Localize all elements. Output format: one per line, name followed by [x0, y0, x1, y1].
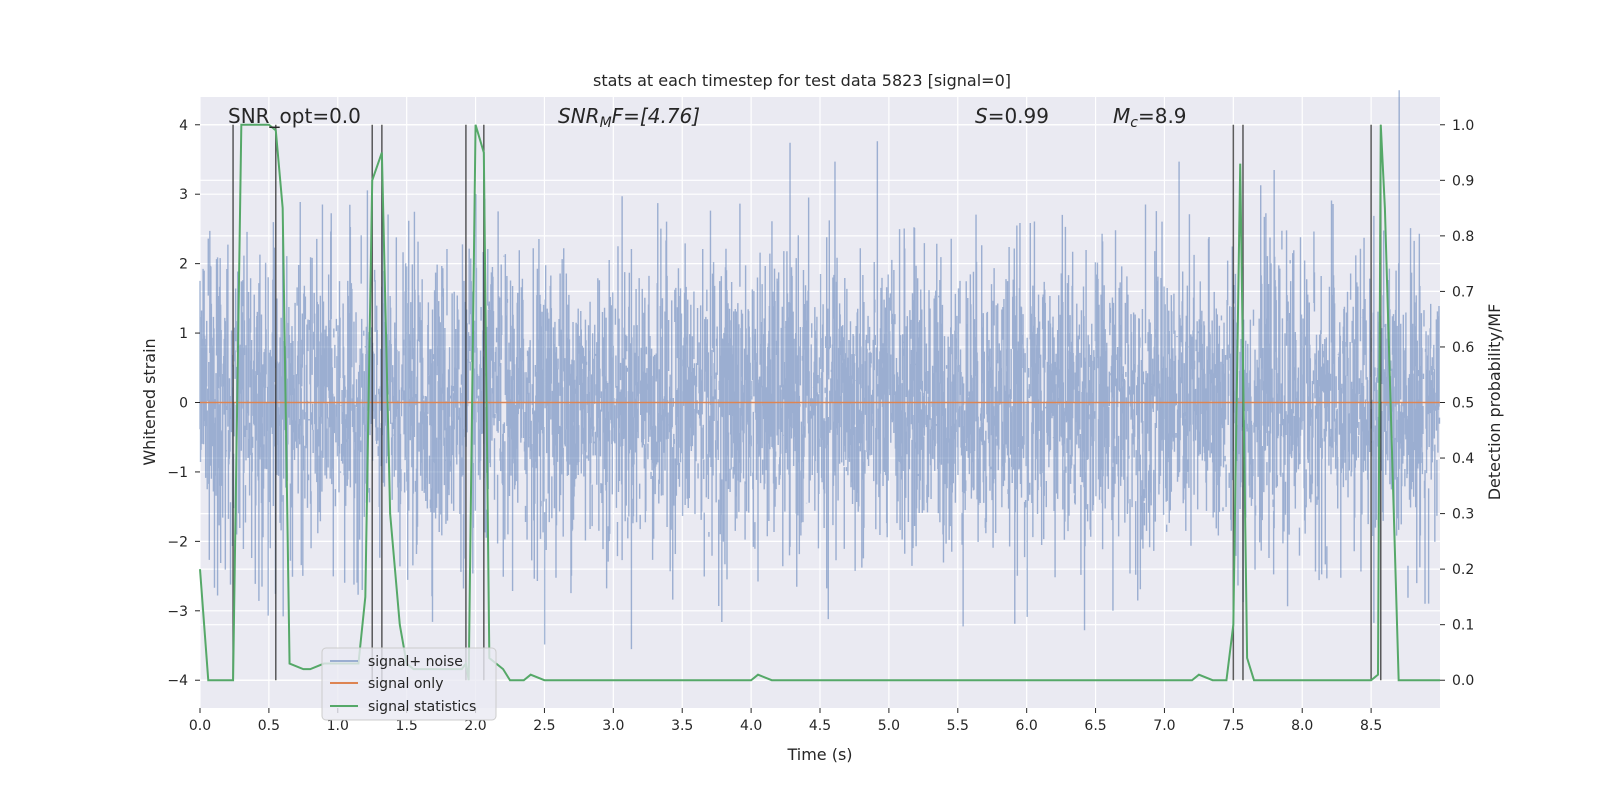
x-tick-label: 0.0	[189, 718, 211, 734]
x-tick-label: 4.5	[809, 718, 831, 734]
annotation-mc-value: =8.9	[1138, 104, 1187, 128]
annotation-snr-opt: SNR_opt=0.0	[228, 104, 361, 128]
y-tick-label: 0	[179, 396, 188, 412]
legend: signal+ noise signal only signal statist…	[321, 647, 497, 721]
annotation-s: S=0.99	[975, 104, 1049, 128]
annotation-mc-symbol: M	[1113, 104, 1130, 128]
y-axis-label: Whitened strain	[140, 338, 159, 465]
y-tick-label: −3	[167, 604, 188, 620]
x-tick-label: 6.0	[1016, 718, 1038, 734]
x-tick-label: 0.5	[258, 718, 280, 734]
annotation-snr-mf-symbol: SNR	[558, 104, 600, 128]
legend-label-signal-noise: signal+ noise	[368, 654, 463, 670]
y2-axis-label: Detection probability/MF	[1485, 304, 1504, 501]
legend-box	[321, 647, 497, 721]
x-tick-label: 8.5	[1360, 718, 1382, 734]
y2-tick-label: 0.3	[1452, 507, 1474, 523]
x-tick-label: 7.0	[1153, 718, 1175, 734]
x-tick-label: 1.0	[327, 718, 349, 734]
annotation-snr-mf-subscript: M	[600, 115, 612, 131]
x-tick-label: 3.0	[602, 718, 624, 734]
y2-tick-label: 0.0	[1452, 673, 1474, 689]
legend-label-signal-only: signal only	[368, 676, 443, 692]
plot-area	[199, 90, 1441, 708]
x-tick-label: 4.0	[740, 718, 762, 734]
x-tick-label: 8.0	[1291, 718, 1313, 734]
annotation-s-symbol: S	[975, 104, 988, 128]
x-tick-label: 6.5	[1084, 718, 1106, 734]
y2-tick-label: 0.7	[1452, 284, 1474, 300]
x-tick-label: 7.5	[1222, 718, 1244, 734]
chart-title: stats at each timestep for test data 582…	[593, 71, 1011, 90]
x-tick-label: 2.5	[533, 718, 555, 734]
annotation-snr-mf-f: F=[4.76]	[612, 104, 700, 128]
annotation-mc: Mc=8.9	[1113, 104, 1187, 131]
y2-tick-label: 0.1	[1452, 618, 1474, 634]
y2-tick-label: 0.5	[1452, 396, 1474, 412]
y-tick-label: 4	[179, 118, 188, 134]
x-tick-label: 5.5	[947, 718, 969, 734]
x-axis-ticks: 0.0 0.5 1.0 1.5 2.0 2.5 3.0 3.5 4.0 4.5 5.0 5.5 6.0 6…	[189, 708, 1382, 734]
y-tick-label: 3	[179, 187, 188, 203]
x-tick-label: 1.5	[396, 718, 418, 734]
x-axis-label: Time (s)	[786, 745, 852, 764]
annotation-snr-mf: SNRMF=[4.76]	[558, 104, 700, 131]
y2-tick-label: 0.8	[1452, 229, 1474, 245]
annotation-mc-subscript: c	[1130, 115, 1138, 131]
y-tick-label: 1	[179, 326, 188, 342]
x-tick-label: 2.0	[464, 718, 486, 734]
y-tick-label: −2	[167, 534, 188, 550]
series-signal-noise	[199, 90, 1441, 650]
legend-label-signal-statistics: signal statistics	[368, 699, 476, 715]
y2-tick-label: 0.9	[1452, 173, 1474, 189]
y-tick-label: −1	[167, 465, 188, 481]
y-axis-ticks: 4 3 2 1 0 −1 −2 −3 −4	[167, 118, 200, 689]
annotation-s-value: =0.99	[988, 104, 1049, 128]
x-tick-label: 5.0	[878, 718, 900, 734]
y-tick-label: 2	[179, 257, 188, 273]
y2-tick-label: 1.0	[1452, 118, 1474, 134]
y-tick-label: −4	[167, 673, 188, 689]
y2-tick-label: 0.4	[1452, 451, 1474, 467]
y2-axis-ticks: 1.0 0.9 0.8 0.7 0.6 0.5 0.4 0.3 0.2 0.1 0.0	[1440, 118, 1474, 689]
series-signal-statistics	[199, 123, 1440, 682]
x-tick-label: 3.5	[671, 718, 693, 734]
y2-tick-label: 0.2	[1452, 562, 1474, 578]
y2-tick-label: 0.6	[1452, 340, 1474, 356]
noise-trace	[199, 90, 1441, 650]
